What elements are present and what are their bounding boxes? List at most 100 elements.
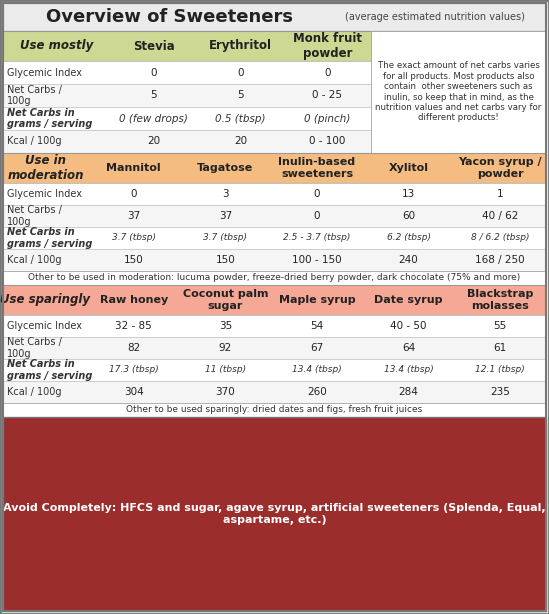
Text: Other to be used sparingly: dried dates and figs, fresh fruit juices: Other to be used sparingly: dried dates … xyxy=(126,405,423,414)
Text: Raw honey: Raw honey xyxy=(100,295,168,305)
Text: 150: 150 xyxy=(124,255,144,265)
Text: 13: 13 xyxy=(402,189,415,199)
Text: 11 (tbsp): 11 (tbsp) xyxy=(205,365,246,375)
Text: Net Carbs /
100g: Net Carbs / 100g xyxy=(7,205,62,227)
Text: 20: 20 xyxy=(147,136,160,147)
Text: 61: 61 xyxy=(494,343,507,353)
Text: Yacon syrup /
powder: Yacon syrup / powder xyxy=(458,157,542,179)
Text: 35: 35 xyxy=(219,321,232,331)
Text: Avoid Completely: HFCS and sugar, agave syrup, artificial sweeteners (Splenda, E: Avoid Completely: HFCS and sugar, agave … xyxy=(3,503,546,525)
Text: Use mostly: Use mostly xyxy=(20,39,93,53)
Text: 3.7 (tbsp): 3.7 (tbsp) xyxy=(203,233,248,243)
Text: Date syrup: Date syrup xyxy=(374,295,443,305)
Text: (average estimated nutrition values): (average estimated nutrition values) xyxy=(345,12,525,22)
Text: Use sparingly: Use sparingly xyxy=(1,293,91,306)
Text: Overview of Sweeteners: Overview of Sweeteners xyxy=(47,8,294,26)
Text: Kcal / 100g: Kcal / 100g xyxy=(7,255,61,265)
Bar xyxy=(3,359,546,381)
Bar xyxy=(3,249,546,271)
Text: 54: 54 xyxy=(310,321,323,331)
Bar xyxy=(3,3,546,31)
Text: Monk fruit
powder: Monk fruit powder xyxy=(293,32,362,60)
Text: Stevia: Stevia xyxy=(133,39,175,53)
Bar xyxy=(3,153,546,183)
Text: 12.1 (tbsp): 12.1 (tbsp) xyxy=(475,365,525,375)
Text: Use in
moderation: Use in moderation xyxy=(7,154,84,182)
Text: 0: 0 xyxy=(313,189,320,199)
Text: 168 / 250: 168 / 250 xyxy=(475,255,525,265)
Text: 8 / 6.2 (tbsp): 8 / 6.2 (tbsp) xyxy=(471,233,529,243)
Text: 64: 64 xyxy=(402,343,415,353)
Text: Glycemic Index: Glycemic Index xyxy=(7,68,82,77)
Text: Xylitol: Xylitol xyxy=(389,163,429,173)
Text: 235: 235 xyxy=(490,387,510,397)
Text: 0 (pinch): 0 (pinch) xyxy=(304,114,351,123)
Bar xyxy=(3,107,371,130)
Text: Net Carbs /
100g: Net Carbs / 100g xyxy=(7,337,62,359)
Text: 0: 0 xyxy=(324,68,330,77)
Bar xyxy=(3,381,546,403)
Bar xyxy=(371,31,546,153)
Text: 0.5 (tbsp): 0.5 (tbsp) xyxy=(215,114,266,123)
Text: 0: 0 xyxy=(150,68,157,77)
Text: 3: 3 xyxy=(222,189,229,199)
Text: 260: 260 xyxy=(307,387,327,397)
Text: Maple syrup: Maple syrup xyxy=(279,295,355,305)
Text: Net Carbs in
grams / serving: Net Carbs in grams / serving xyxy=(7,359,92,381)
Text: 2.5 - 3.7 (tbsp): 2.5 - 3.7 (tbsp) xyxy=(283,233,351,243)
Bar xyxy=(3,315,546,337)
Text: 20: 20 xyxy=(234,136,247,147)
Bar xyxy=(3,183,546,205)
Text: 5: 5 xyxy=(237,90,244,101)
Text: Kcal / 100g: Kcal / 100g xyxy=(7,136,61,147)
Text: 13.4 (tbsp): 13.4 (tbsp) xyxy=(384,365,434,375)
Text: 32 - 85: 32 - 85 xyxy=(115,321,152,331)
Text: 5: 5 xyxy=(150,90,157,101)
Text: 0 - 25: 0 - 25 xyxy=(312,90,343,101)
Text: 100 - 150: 100 - 150 xyxy=(292,255,342,265)
Text: 92: 92 xyxy=(219,343,232,353)
Bar xyxy=(3,417,546,611)
Bar xyxy=(3,130,371,153)
Text: 37: 37 xyxy=(127,211,141,221)
Text: Glycemic Index: Glycemic Index xyxy=(7,321,82,331)
Bar xyxy=(3,84,371,107)
Text: The exact amount of net carbs varies
for all products. Most products also
contai: The exact amount of net carbs varies for… xyxy=(376,61,542,123)
Text: 0: 0 xyxy=(313,211,320,221)
Text: 67: 67 xyxy=(310,343,323,353)
Bar xyxy=(3,205,546,227)
Text: Net Carbs in
grams / serving: Net Carbs in grams / serving xyxy=(7,107,92,130)
Bar xyxy=(3,271,546,285)
Text: Blackstrap
molasses: Blackstrap molasses xyxy=(467,289,534,311)
Bar xyxy=(3,227,546,249)
Text: 82: 82 xyxy=(127,343,141,353)
Text: 37: 37 xyxy=(219,211,232,221)
Text: Erythritol: Erythritol xyxy=(209,39,272,53)
Text: 3.7 (tbsp): 3.7 (tbsp) xyxy=(112,233,156,243)
Bar xyxy=(3,403,546,417)
Text: 0 (few drops): 0 (few drops) xyxy=(119,114,188,123)
Text: Coconut palm
sugar: Coconut palm sugar xyxy=(183,289,268,311)
Bar xyxy=(3,31,546,61)
Text: Kcal / 100g: Kcal / 100g xyxy=(7,387,61,397)
Text: 6.2 (tbsp): 6.2 (tbsp) xyxy=(386,233,430,243)
Text: 13.4 (tbsp): 13.4 (tbsp) xyxy=(292,365,342,375)
Text: 0 - 100: 0 - 100 xyxy=(309,136,346,147)
Text: 304: 304 xyxy=(124,387,144,397)
Text: 0: 0 xyxy=(131,189,137,199)
Text: 55: 55 xyxy=(494,321,507,331)
Text: Net Carbs /
100g: Net Carbs / 100g xyxy=(7,85,62,106)
Text: 60: 60 xyxy=(402,211,415,221)
Text: 284: 284 xyxy=(399,387,418,397)
Text: 370: 370 xyxy=(216,387,236,397)
Text: Other to be used in moderation: lucuma powder, freeze-dried berry powder, dark c: Other to be used in moderation: lucuma p… xyxy=(29,273,520,282)
Text: 40 - 50: 40 - 50 xyxy=(390,321,427,331)
Bar xyxy=(3,337,546,359)
Text: 240: 240 xyxy=(399,255,418,265)
Text: 1: 1 xyxy=(497,189,503,199)
Text: 17.3 (tbsp): 17.3 (tbsp) xyxy=(109,365,159,375)
Text: 40 / 62: 40 / 62 xyxy=(482,211,518,221)
Text: 0: 0 xyxy=(237,68,244,77)
Text: Net Carbs in
grams / serving: Net Carbs in grams / serving xyxy=(7,227,92,249)
Text: Glycemic Index: Glycemic Index xyxy=(7,189,82,199)
